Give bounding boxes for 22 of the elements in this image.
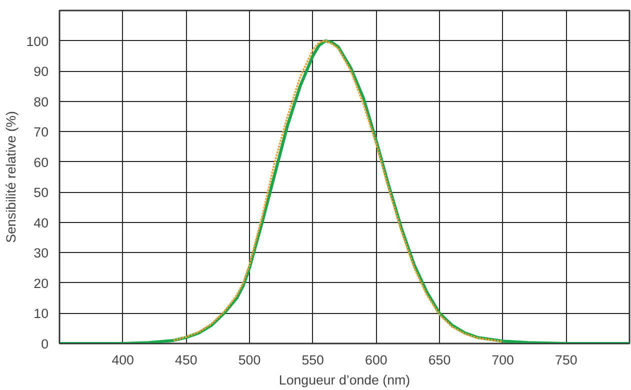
line-series — [172, 40, 504, 343]
y-tick-label: 70 — [34, 124, 49, 140]
y-tick-label: 50 — [34, 185, 49, 200]
y-tick-label: 10 — [34, 306, 49, 322]
x-tick-label: 600 — [365, 352, 388, 368]
x-axis-title: Longueur d’onde (nm) — [278, 372, 410, 388]
y-tick-label: 40 — [34, 215, 49, 230]
y-axis-title: Sensibilité relative (%) — [3, 111, 18, 243]
y-tick-label: 0 — [41, 336, 49, 352]
x-tick-label: 400 — [112, 352, 134, 368]
y-tick-label: 20 — [34, 276, 49, 291]
x-tick-label: 700 — [492, 352, 514, 368]
x-tick-label: 550 — [302, 352, 324, 368]
y-tick-label: 80 — [34, 94, 49, 110]
x-tick-label: 450 — [175, 352, 198, 368]
x-tick-label: 750 — [555, 352, 578, 368]
y-tick-label: 30 — [34, 246, 49, 261]
y-tick-label: 60 — [34, 154, 49, 170]
y-tick-label: 90 — [34, 64, 49, 80]
x-tick-label: 650 — [428, 352, 451, 368]
x-tick-label: 500 — [238, 352, 261, 368]
y-tick-label: 100 — [26, 34, 49, 49]
